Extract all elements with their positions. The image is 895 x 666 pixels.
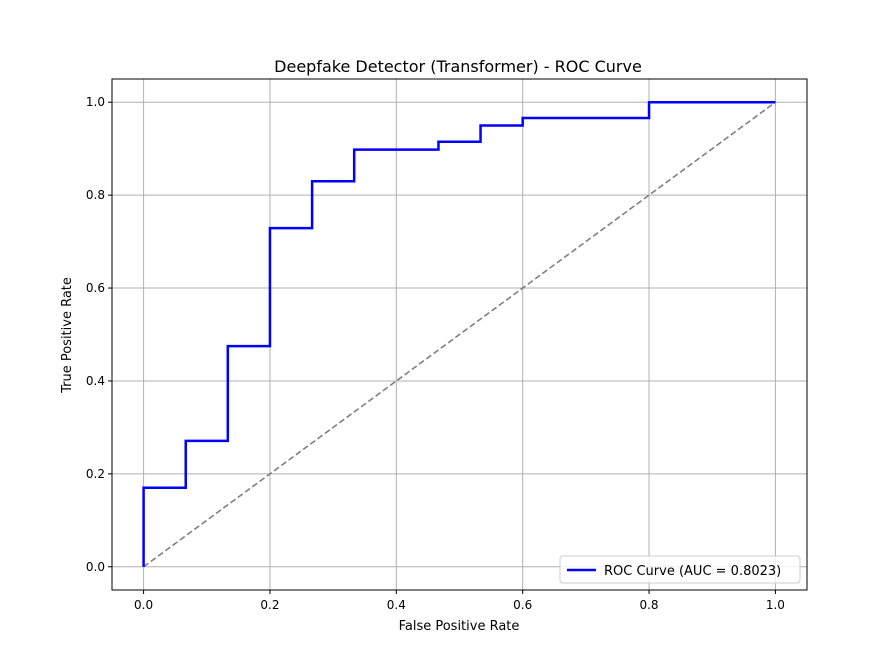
y-tick-label: 0.0 bbox=[86, 560, 105, 574]
x-tick-label: 0.0 bbox=[134, 598, 153, 612]
y-tick-label: 1.0 bbox=[86, 95, 105, 109]
x-tick-label: 0.2 bbox=[260, 598, 279, 612]
random-baseline-line bbox=[143, 101, 776, 568]
plot-series bbox=[142, 100, 776, 568]
x-axis-label: False Positive Rate bbox=[399, 619, 520, 634]
roc-curve-line bbox=[142, 100, 776, 567]
y-tick-label: 0.4 bbox=[86, 374, 105, 388]
axis-ticks: 0.0 0.2 0.4 0.6 0.8 1.0 0.0 0.2 0.4 0.6 0.8 1.0 bbox=[86, 95, 785, 612]
y-axis-label: True Positive Rate bbox=[60, 277, 75, 394]
x-tick-label: 0.6 bbox=[513, 598, 532, 612]
x-tick-label: 1.0 bbox=[766, 598, 785, 612]
legend-box bbox=[559, 555, 801, 584]
plot-area-frame bbox=[111, 78, 808, 591]
legend-label-roc: ROC Curve (AUC = 0.8023) bbox=[604, 564, 781, 579]
chart-title: Deepfake Detector (Transformer) - ROC Cu… bbox=[274, 57, 642, 76]
x-tick-label: 0.8 bbox=[639, 598, 658, 612]
x-tick-label: 0.4 bbox=[387, 598, 406, 612]
y-tick-label: 0.2 bbox=[86, 467, 105, 481]
legend: ROC Curve (AUC = 0.8023) bbox=[559, 555, 801, 584]
grid-lines bbox=[112, 79, 807, 590]
y-tick-label: 0.6 bbox=[86, 281, 105, 295]
y-tick-label: 0.8 bbox=[86, 188, 105, 202]
